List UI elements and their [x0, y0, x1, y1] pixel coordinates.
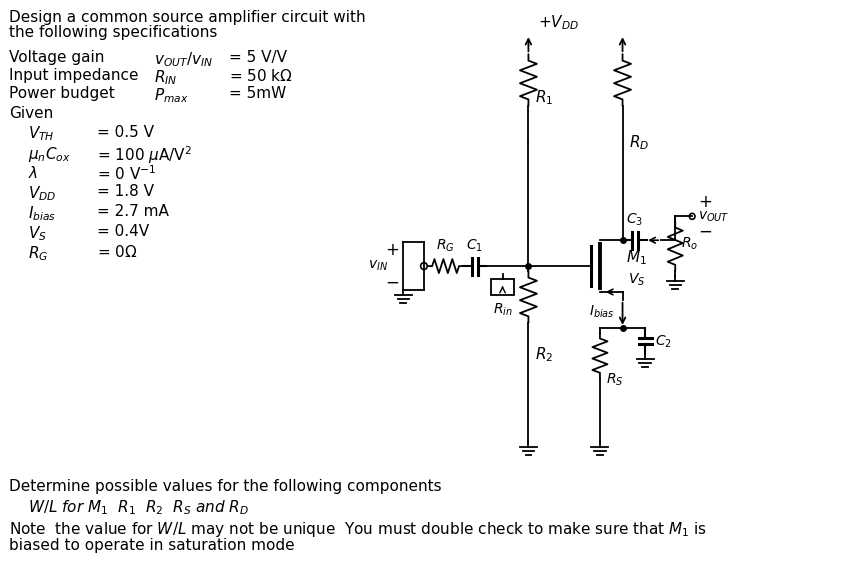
Text: $W/L$ for $M_1$  $R_1$  $R_2$  $R_S$ and $R_D$: $W/L$ for $M_1$ $R_1$ $R_2$ $R_S$ and $R… — [28, 498, 248, 517]
Text: +: + — [698, 194, 711, 211]
Text: $R_{IN}$: $R_{IN}$ — [153, 68, 177, 87]
Text: $R_o$: $R_o$ — [681, 236, 698, 252]
Text: Determine possible values for the following components: Determine possible values for the follow… — [9, 479, 442, 494]
Text: $I_{bias}$: $I_{bias}$ — [589, 304, 615, 320]
Text: = 0.4V: = 0.4V — [98, 224, 149, 239]
Text: $v_{OUT}$: $v_{OUT}$ — [698, 209, 729, 223]
Text: $M_1$: $M_1$ — [627, 249, 647, 267]
Text: $V_S$: $V_S$ — [28, 224, 47, 243]
Text: = 2.7 mA: = 2.7 mA — [98, 204, 170, 219]
Text: = 5 V/V: = 5 V/V — [229, 50, 287, 65]
Text: biased to operate in saturation mode: biased to operate in saturation mode — [9, 538, 294, 553]
Text: Given: Given — [9, 106, 53, 121]
Text: Power budget: Power budget — [9, 86, 114, 101]
Text: Input impedance: Input impedance — [9, 68, 138, 83]
Text: +: + — [386, 241, 399, 259]
Text: $+V_{DD}$: $+V_{DD}$ — [538, 14, 579, 32]
Text: $R_1$: $R_1$ — [535, 89, 554, 107]
Text: $V_{TH}$: $V_{TH}$ — [28, 125, 54, 143]
Text: $R_G$: $R_G$ — [436, 238, 455, 254]
Text: = 0$\Omega$: = 0$\Omega$ — [98, 244, 138, 260]
Text: $C_3$: $C_3$ — [626, 212, 644, 228]
Text: $V_S$: $V_S$ — [628, 272, 645, 288]
Text: $R_S$: $R_S$ — [605, 372, 623, 388]
Text: $\mu_n C_{ox}$: $\mu_n C_{ox}$ — [28, 144, 70, 164]
FancyBboxPatch shape — [491, 279, 514, 295]
Text: $-$: $-$ — [385, 273, 399, 291]
Text: $R_{in}$: $R_{in}$ — [493, 302, 512, 318]
Text: the following specifications: the following specifications — [9, 25, 217, 41]
Text: = 5mW: = 5mW — [229, 86, 287, 101]
Text: $C_2$: $C_2$ — [655, 333, 672, 350]
Text: $v_{IN}$: $v_{IN}$ — [368, 259, 388, 274]
Text: = 100 $\mu$A/V$^2$: = 100 $\mu$A/V$^2$ — [98, 144, 192, 166]
Text: Design a common source amplifier circuit with: Design a common source amplifier circuit… — [9, 10, 365, 25]
Text: $R_2$: $R_2$ — [535, 345, 553, 364]
Text: $\lambda$: $\lambda$ — [28, 164, 38, 180]
Text: $R_G$: $R_G$ — [28, 244, 48, 263]
Text: Voltage gain: Voltage gain — [9, 50, 104, 65]
Text: $P_{max}$: $P_{max}$ — [153, 86, 188, 104]
Text: $-$: $-$ — [698, 222, 712, 239]
Text: $v_{OUT}/v_{IN}$: $v_{OUT}/v_{IN}$ — [153, 50, 213, 69]
Text: = 0.5 V: = 0.5 V — [98, 125, 154, 140]
Text: $I_{bias}$: $I_{bias}$ — [28, 204, 56, 223]
Text: $R_D$: $R_D$ — [629, 133, 650, 151]
Text: = 0 V$^{-1}$: = 0 V$^{-1}$ — [98, 164, 157, 183]
Text: = 50 k$\Omega$: = 50 k$\Omega$ — [229, 68, 293, 84]
Text: $C_1$: $C_1$ — [466, 238, 483, 254]
Text: $V_{DD}$: $V_{DD}$ — [28, 184, 56, 203]
Text: = 1.8 V: = 1.8 V — [98, 184, 154, 199]
Text: Note  the value for $W/L$ may not be unique  You must double check to make sure : Note the value for $W/L$ may not be uniq… — [9, 520, 707, 539]
